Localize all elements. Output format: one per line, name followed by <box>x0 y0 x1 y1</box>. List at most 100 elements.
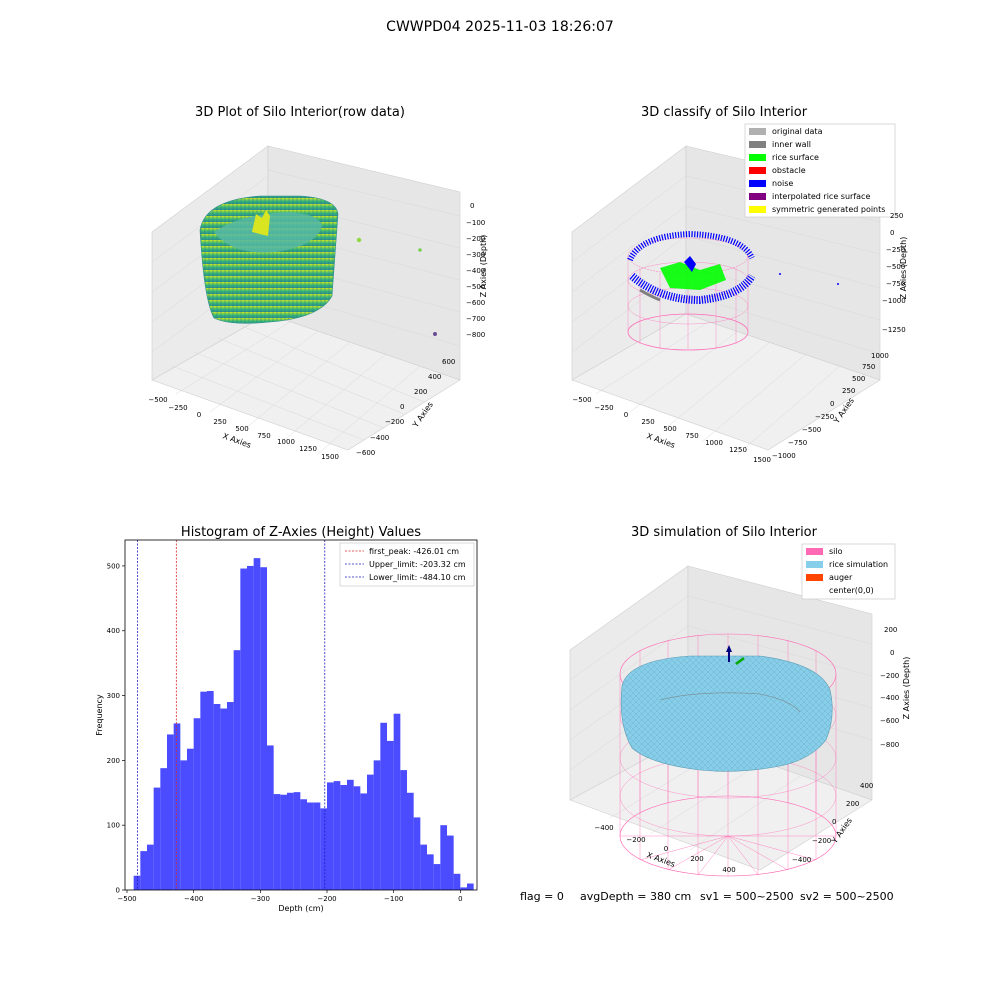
classify-point-cloud <box>627 230 839 351</box>
simulation-y-tick: −400 <box>792 856 811 864</box>
panel-raw-3d: 3D Plot of Silo Interior(row data) <box>148 105 488 461</box>
classify-y-tick: −750 <box>788 439 807 447</box>
classify-z-tick: −1250 <box>882 326 906 334</box>
figure-title: CWWPD04 2025-11-03 18:26:07 <box>386 19 614 35</box>
simulation-z-tick: −800 <box>880 741 899 749</box>
hist-bar <box>200 691 207 890</box>
hist-bar <box>407 792 414 890</box>
rice-simulation-surface <box>620 655 833 772</box>
hist-vlines <box>137 540 326 890</box>
simulation-z-label: Z Axies (Depth) <box>902 657 911 720</box>
raw-x-tick: 1500 <box>321 453 339 461</box>
hist-bar <box>453 873 461 890</box>
raw-x-tick: 0 <box>197 411 201 419</box>
hist-bar <box>320 808 327 890</box>
hist-bar <box>260 567 267 890</box>
simulation-y-tick: 400 <box>860 782 873 790</box>
classify-x-tick: −500 <box>572 396 591 404</box>
hist-bar <box>187 748 194 890</box>
raw-z-ticks: 0 −100 −200 −300 −400 −500 −600 −700 −80… <box>466 202 485 339</box>
hist-bar <box>333 781 341 890</box>
hist-bar <box>273 794 281 890</box>
legend-auger-label: auger <box>829 573 853 582</box>
footer-avg-depth: avgDepth = 380 cm <box>580 890 691 903</box>
hist-bar <box>420 844 427 890</box>
raw-point-cloud <box>199 195 437 336</box>
hist-bar <box>253 558 261 890</box>
classify-z-tick: −750 <box>886 280 905 288</box>
legend-first-peak-label: first_peak: -426.01 cm <box>369 547 459 556</box>
legend-upper-limit-label: Upper_limit: -203.32 cm <box>369 560 466 569</box>
footer-sv1: sv1 = 500~2500 <box>700 890 794 903</box>
legend-rice-surface-swatch <box>749 154 766 161</box>
raw-x-tick: 250 <box>213 418 226 426</box>
hist-y-tick-label: 400 <box>107 627 120 635</box>
legend-center-label: center(0,0) <box>829 586 874 595</box>
hist-bar <box>440 825 447 890</box>
hist-y-tick-label: 500 <box>107 562 120 570</box>
hist-bar <box>360 793 367 890</box>
simulation-z-tick: 200 <box>884 626 897 634</box>
hist-bar <box>193 718 201 890</box>
hist-y-tick-label: 200 <box>107 757 120 765</box>
simulation-z-tick: 0 <box>890 649 894 657</box>
simulation-x-tick: 400 <box>722 866 735 874</box>
hist-x-tick-label: 0 <box>458 895 462 903</box>
classify-z-ticks: 250 0 −250 −500 −750 −1000 −1250 <box>882 212 906 334</box>
hist-bar <box>167 734 174 890</box>
panel-classify-3d: 3D classify of Silo Interior <box>571 105 908 464</box>
classify-legend: original data inner wall rice surface ob… <box>744 123 896 218</box>
hist-bar <box>307 802 314 890</box>
hist-bar <box>180 760 187 890</box>
simulation-y-tick: 0 <box>832 818 836 826</box>
simulation-x-tick: 200 <box>690 855 703 863</box>
hist-bar <box>240 568 247 890</box>
hist-bar <box>400 770 407 890</box>
hist-frame <box>124 539 478 891</box>
raw-x-tick: 1250 <box>299 445 317 453</box>
raw-z-tick: −200 <box>466 235 485 243</box>
raw-x-tick: −250 <box>168 404 187 412</box>
simulation-y-ticks: −400 −200 0 200 400 <box>792 782 873 864</box>
simulation-legend: silo rice simulation auger center(0,0) <box>801 543 896 600</box>
simulation-z-tick: −400 <box>880 694 899 702</box>
legend-original-data-label: original data <box>772 127 823 136</box>
classify-z-label: Z Axies (Depth) <box>899 237 908 300</box>
legend-lower-limit-label: Lower_limit: -484.10 cm <box>369 573 466 582</box>
raw-z-label: Z Axies (Depth) <box>479 235 488 298</box>
legend-obstacle-swatch <box>749 167 766 174</box>
hist-bar <box>280 794 287 890</box>
legend-obstacle-label: obstacle <box>772 166 806 175</box>
hist-y-ticks: 0 100 200 300 400 500 <box>107 562 125 895</box>
classify-z-tick: −500 <box>886 263 905 271</box>
hist-bar <box>247 565 254 890</box>
hist-x-label: Depth (cm) <box>278 904 323 913</box>
hist-y-label: Frequency <box>95 694 104 736</box>
hist-x-tick-label: −400 <box>184 895 203 903</box>
hist-y-tick-label: 100 <box>107 822 120 830</box>
hist-bar <box>220 708 227 890</box>
legend-rice-surface-label: rice surface <box>772 153 819 162</box>
simulation-y-tick: 200 <box>846 800 859 808</box>
hist-bar <box>313 802 321 890</box>
hist-bar <box>413 817 421 890</box>
hist-bar <box>393 713 401 890</box>
raw-x-tick: 500 <box>235 425 248 433</box>
legend-rice-simulation-label: rice simulation <box>829 560 888 569</box>
raw-z-tick: −400 <box>466 267 485 275</box>
legend-rice-simulation-swatch <box>806 561 823 568</box>
simulation-y-tick: −200 <box>812 837 831 845</box>
legend-noise-swatch <box>749 180 766 187</box>
raw-y-ticks: −600 −400 −200 0 200 400 600 <box>356 358 455 457</box>
raw-z-tick: 0 <box>470 202 474 210</box>
classify-x-tick: 1000 <box>705 439 723 447</box>
raw-x-tick: −500 <box>148 396 167 404</box>
classify-x-tick: 1250 <box>729 446 747 454</box>
panel-classify-title: 3D classify of Silo Interior <box>641 105 808 120</box>
hist-bar <box>367 774 374 890</box>
legend-silo-label: silo <box>829 547 843 556</box>
panel-histogram: Histogram of Z-Axies (Height) Values −50… <box>95 525 478 913</box>
raw-z-tick: −800 <box>466 331 485 339</box>
classify-y-tick: 0 <box>830 400 834 408</box>
hist-bar <box>133 875 141 890</box>
